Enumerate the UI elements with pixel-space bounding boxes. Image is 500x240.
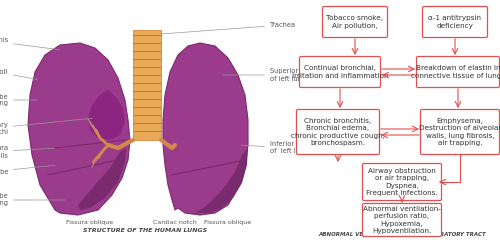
Text: Trachea: Trachea	[150, 22, 296, 35]
Text: STRUCTURE OF THE HUMAN LUNGS: STRUCTURE OF THE HUMAN LUNGS	[83, 228, 207, 233]
FancyBboxPatch shape	[362, 204, 442, 236]
Text: Fissura oblique: Fissura oblique	[204, 220, 252, 225]
Text: Breakdown of elastin in
connective tissue of lungs: Breakdown of elastin in connective tissu…	[411, 65, 500, 79]
Text: Abnormal ventilation-
perfusion ratio,
Hypoxemia,
Hypoventilation.: Abnormal ventilation- perfusion ratio, H…	[363, 206, 441, 234]
Text: Fissura oblique: Fissura oblique	[66, 220, 114, 225]
Text: ABNORMAL VENTILATION OF THE RESPIRATORY TRACT: ABNORMAL VENTILATION OF THE RESPIRATORY …	[318, 232, 486, 237]
Text: Inferior lobe
of  left lung: Inferior lobe of left lung	[241, 142, 310, 155]
Text: Chronic bronchitis,
Bronchial edema,
chronic productive cough,
bronchospasm.: Chronic bronchitis, Bronchial edema, chr…	[291, 118, 385, 146]
Text: Apex pulmonis: Apex pulmonis	[0, 37, 59, 50]
Polygon shape	[78, 148, 126, 210]
Text: Cardiac notch: Cardiac notch	[153, 220, 197, 225]
Text: Fissura
horizontalis: Fissura horizontalis	[0, 145, 55, 158]
Text: Superior lobe
of left lung: Superior lobe of left lung	[223, 68, 314, 82]
FancyBboxPatch shape	[422, 6, 488, 37]
Text: Alveoli: Alveoli	[0, 69, 38, 79]
Polygon shape	[163, 43, 248, 215]
Polygon shape	[28, 43, 130, 215]
Text: Inferior lobe
of right lung: Inferior lobe of right lung	[0, 193, 65, 206]
Text: Middle lobe: Middle lobe	[0, 165, 55, 175]
FancyBboxPatch shape	[362, 163, 442, 200]
FancyBboxPatch shape	[322, 6, 388, 37]
Polygon shape	[88, 90, 125, 140]
Text: Continual bronchial,
Irritation and inflammation: Continual bronchial, Irritation and infl…	[292, 65, 388, 79]
Text: Superior lobe
of right lung: Superior lobe of right lung	[0, 94, 37, 107]
Text: Airway obstruction
or air trapping,
Dyspnea,
Frequent infections.: Airway obstruction or air trapping, Dysp…	[366, 168, 438, 196]
FancyBboxPatch shape	[296, 109, 380, 155]
Bar	[133, 30, 161, 140]
FancyBboxPatch shape	[420, 109, 500, 155]
Text: Tobacco smoke,
Air pollution,: Tobacco smoke, Air pollution,	[326, 15, 384, 29]
Text: Primary
bronchi: Primary bronchi	[0, 118, 92, 134]
Text: Emphysema,
Destruction of alveolar
walls, lung fibrosis,
air trapping.: Emphysema, Destruction of alveolar walls…	[419, 118, 500, 146]
Text: α-1 antitrypsin
deficiency: α-1 antitrypsin deficiency	[428, 15, 482, 29]
FancyBboxPatch shape	[300, 56, 380, 88]
Polygon shape	[195, 148, 248, 213]
FancyBboxPatch shape	[416, 56, 500, 88]
